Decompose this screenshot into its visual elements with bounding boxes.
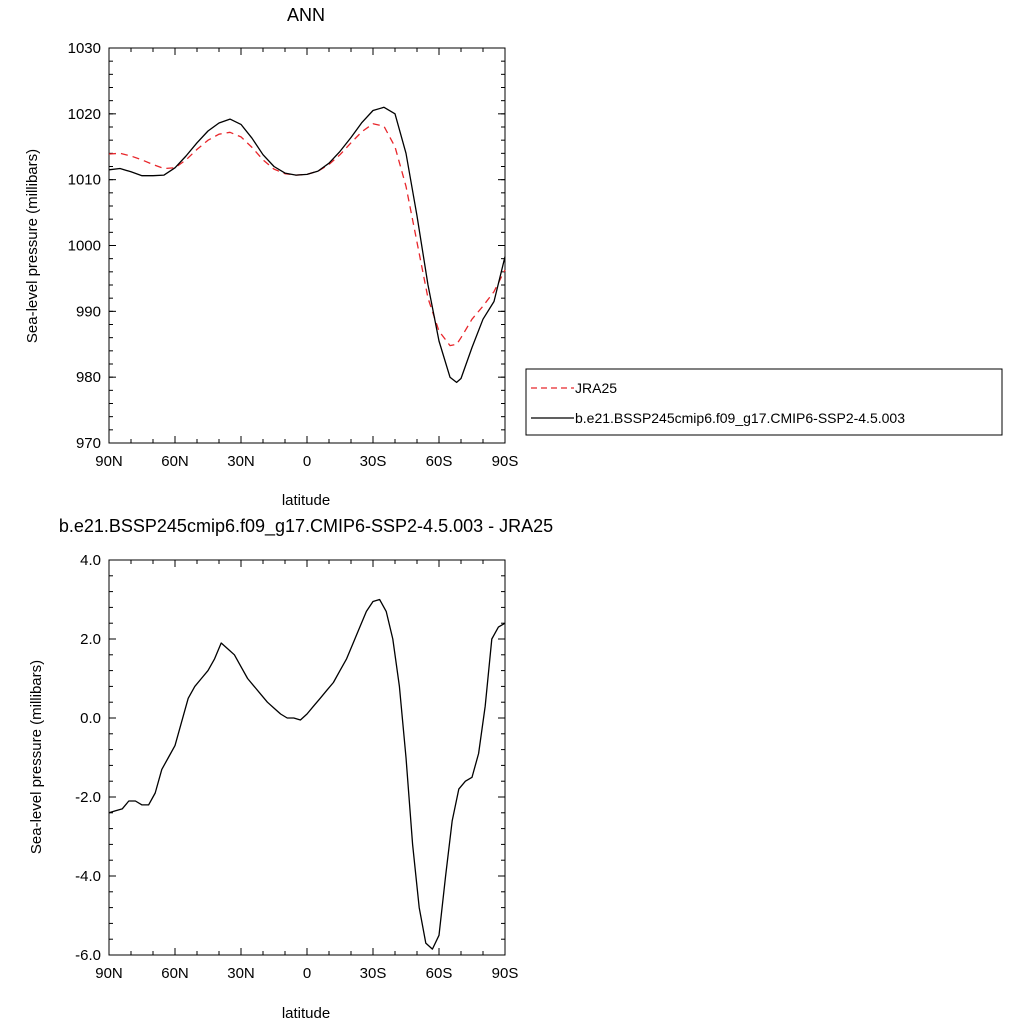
y-tick-label: 970 bbox=[76, 435, 101, 452]
bottom-panel: b.e21.BSSP245cmip6.f09_g17.CMIP6-SSP2-4.… bbox=[28, 516, 553, 1022]
legend-label-model: b.e21.BSSP245cmip6.f09_g17.CMIP6-SSP2-4.… bbox=[575, 410, 905, 426]
y-tick-label: 990 bbox=[76, 303, 101, 320]
x-tick-label: 30N bbox=[227, 965, 255, 982]
series-group bbox=[108, 598, 506, 950]
y-tick-label: 2.0 bbox=[80, 631, 101, 648]
x-tick-label: 90S bbox=[492, 453, 519, 470]
y-tick-label: -4.0 bbox=[75, 868, 101, 885]
x-axis-label: latitude bbox=[282, 492, 330, 509]
chart-title: b.e21.BSSP245cmip6.f09_g17.CMIP6-SSP2-4.… bbox=[59, 516, 553, 537]
x-tick-label: 30S bbox=[360, 453, 387, 470]
y-tick-label: 1010 bbox=[68, 172, 101, 189]
y-axis-label: Sea-level pressure (millibars) bbox=[28, 660, 45, 854]
x-tick-label: 60N bbox=[161, 453, 189, 470]
x-axis-label: latitude bbox=[282, 1005, 330, 1022]
y-axis-label: Sea-level pressure (millibars) bbox=[24, 149, 41, 343]
x-tick-label: 60S bbox=[426, 965, 453, 982]
y-tick-label: 1030 bbox=[68, 40, 101, 57]
top-panel: ANN 90N 60N 30N 0 30S 60S 90S 970 980 990 1000 1010… bbox=[24, 5, 518, 509]
series-group bbox=[108, 106, 506, 384]
series-line-0 bbox=[108, 123, 506, 347]
legend-box bbox=[525, 368, 1003, 436]
x-tick-label: 60S bbox=[426, 453, 453, 470]
y-tick-label: -2.0 bbox=[75, 789, 101, 806]
y-tick-label: 4.0 bbox=[80, 552, 101, 569]
x-tick-label: 0 bbox=[303, 965, 311, 982]
x-tick-label: 0 bbox=[303, 453, 311, 470]
series-line-1 bbox=[108, 106, 506, 384]
x-tick-label: 30S bbox=[360, 965, 387, 982]
y-tick-label: 1000 bbox=[68, 238, 101, 255]
legend-label-jra25: JRA25 bbox=[575, 380, 617, 396]
legend: JRA25 b.e21.BSSP245cmip6.f09_g17.CMIP6-S… bbox=[525, 368, 1003, 436]
y-tick-label: 1020 bbox=[68, 106, 101, 123]
y-tick-label: 0.0 bbox=[80, 710, 101, 727]
x-tick-label: 30N bbox=[227, 453, 255, 470]
tick-group: 90N 60N 30N 0 30S 60S 90S 970 980 990 1000 1010 1020… bbox=[68, 40, 519, 470]
y-tick-label: -6.0 bbox=[75, 947, 101, 964]
x-tick-label: 90S bbox=[492, 965, 519, 982]
series-line-0 bbox=[108, 598, 506, 950]
chart-title: ANN bbox=[287, 5, 325, 25]
x-tick-label: 60N bbox=[161, 965, 189, 982]
x-tick-label: 90N bbox=[95, 965, 123, 982]
x-tick-label: 90N bbox=[95, 453, 123, 470]
tick-group: 90N 60N 30N 0 30S 60S 90S -6.0 -4.0 -2.0 0.0 2.0 4.0 bbox=[75, 552, 518, 982]
plot-frame bbox=[108, 47, 506, 444]
y-tick-label: 980 bbox=[76, 369, 101, 386]
